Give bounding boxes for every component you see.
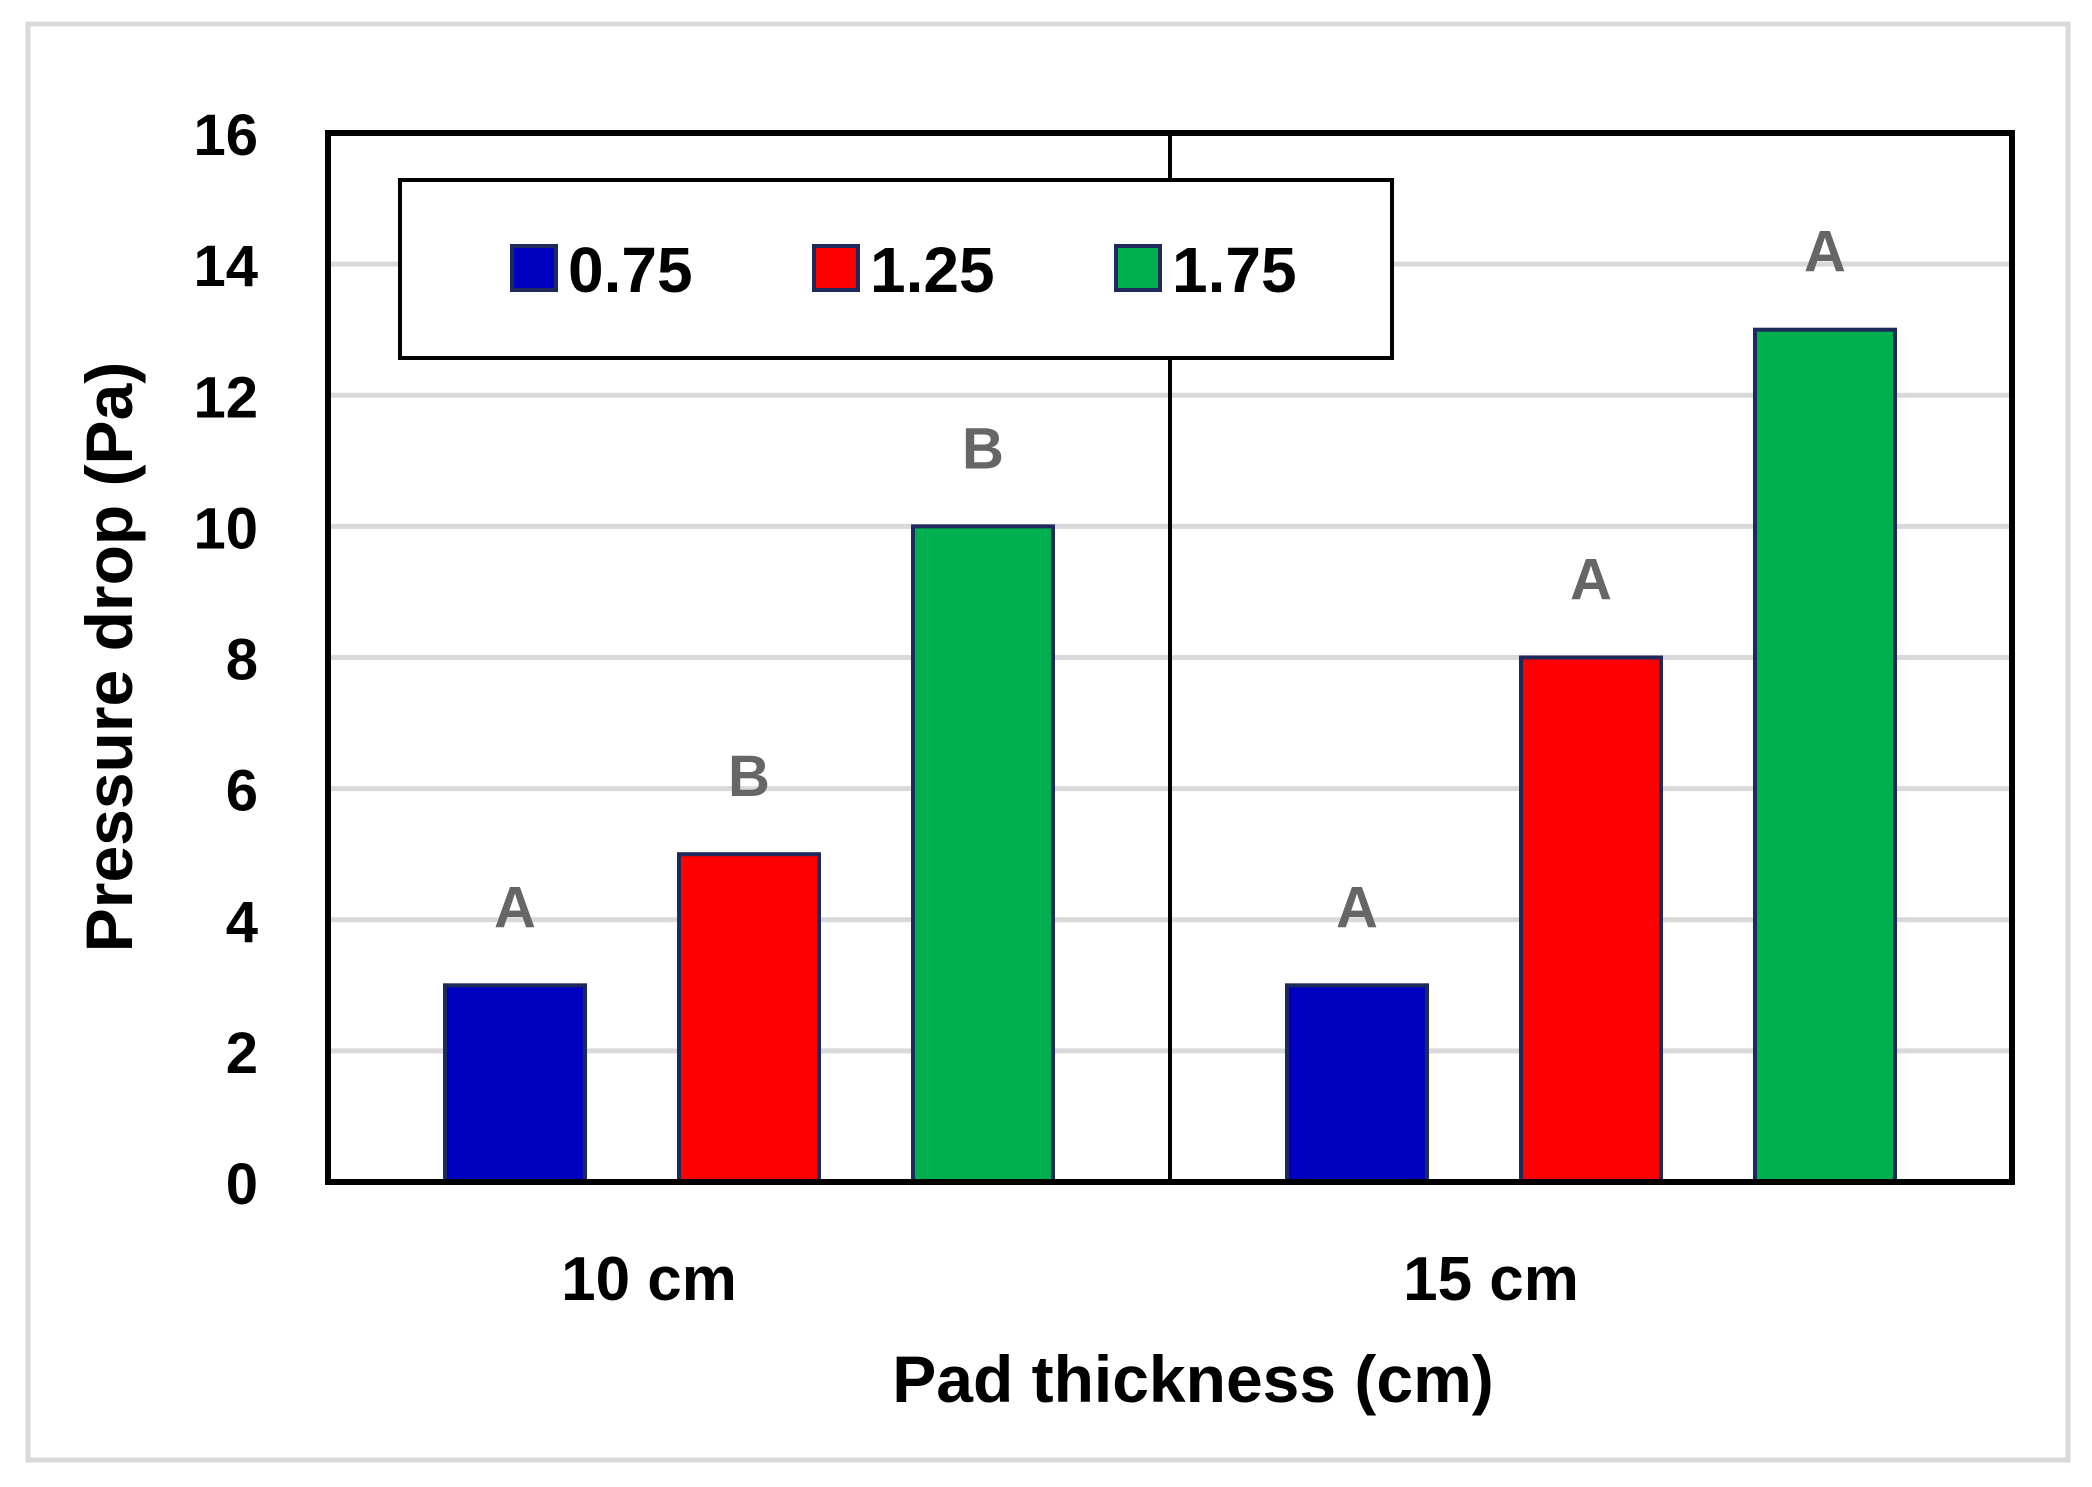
y-tick-label: 4 — [226, 890, 258, 955]
x-tick-label: 15 cm — [1403, 1245, 1579, 1314]
y-tick-label: 8 — [226, 628, 258, 693]
significance-letter: A — [1804, 220, 1846, 285]
x-axis-label: Pad thickness (cm) — [892, 1342, 1494, 1416]
x-tick-label: 10 cm — [561, 1245, 737, 1314]
bar-1.25-10cm — [677, 852, 821, 1184]
legend: 0.75 1.25 1.75 — [398, 178, 1394, 360]
significance-letter: B — [962, 416, 1004, 481]
legend-box — [398, 178, 1394, 360]
legend-label: 0.75 — [568, 234, 693, 306]
bar-1.75-15cm — [1753, 327, 1897, 1184]
bar-1.25-15cm — [1519, 655, 1663, 1184]
legend-swatch — [510, 244, 558, 292]
y-axis-label: Pressure drop (Pa) — [72, 362, 146, 953]
significance-letters: A B B A A A — [494, 220, 1846, 941]
y-tick-label: 0 — [226, 1152, 258, 1217]
legend-swatch — [1114, 244, 1162, 292]
y-tick-label: 6 — [226, 759, 258, 824]
bars — [443, 327, 1897, 1184]
y-tick-label: 10 — [193, 496, 258, 561]
legend-items: 0.75 1.25 1.75 — [510, 234, 1297, 306]
significance-letter: B — [728, 744, 770, 809]
y-tick-labels: 0 2 4 6 8 10 12 14 16 — [193, 103, 258, 1217]
y-tick-label: 2 — [226, 1021, 258, 1086]
bar-0.75-10cm — [443, 983, 587, 1184]
significance-letter: A — [1336, 875, 1378, 940]
bar-0.75-15cm — [1285, 983, 1429, 1184]
significance-letter: A — [494, 875, 536, 940]
significance-letter: A — [1570, 548, 1612, 613]
legend-label: 1.25 — [870, 234, 995, 306]
y-tick-label: 16 — [193, 103, 258, 168]
legend-swatch — [812, 244, 860, 292]
y-tick-label: 12 — [193, 365, 258, 430]
y-tick-label: 14 — [193, 234, 258, 299]
bar-1.75-10cm — [911, 524, 1055, 1184]
legend-label: 1.75 — [1172, 234, 1297, 306]
x-tick-labels: 10 cm 15 cm — [561, 1245, 1579, 1314]
